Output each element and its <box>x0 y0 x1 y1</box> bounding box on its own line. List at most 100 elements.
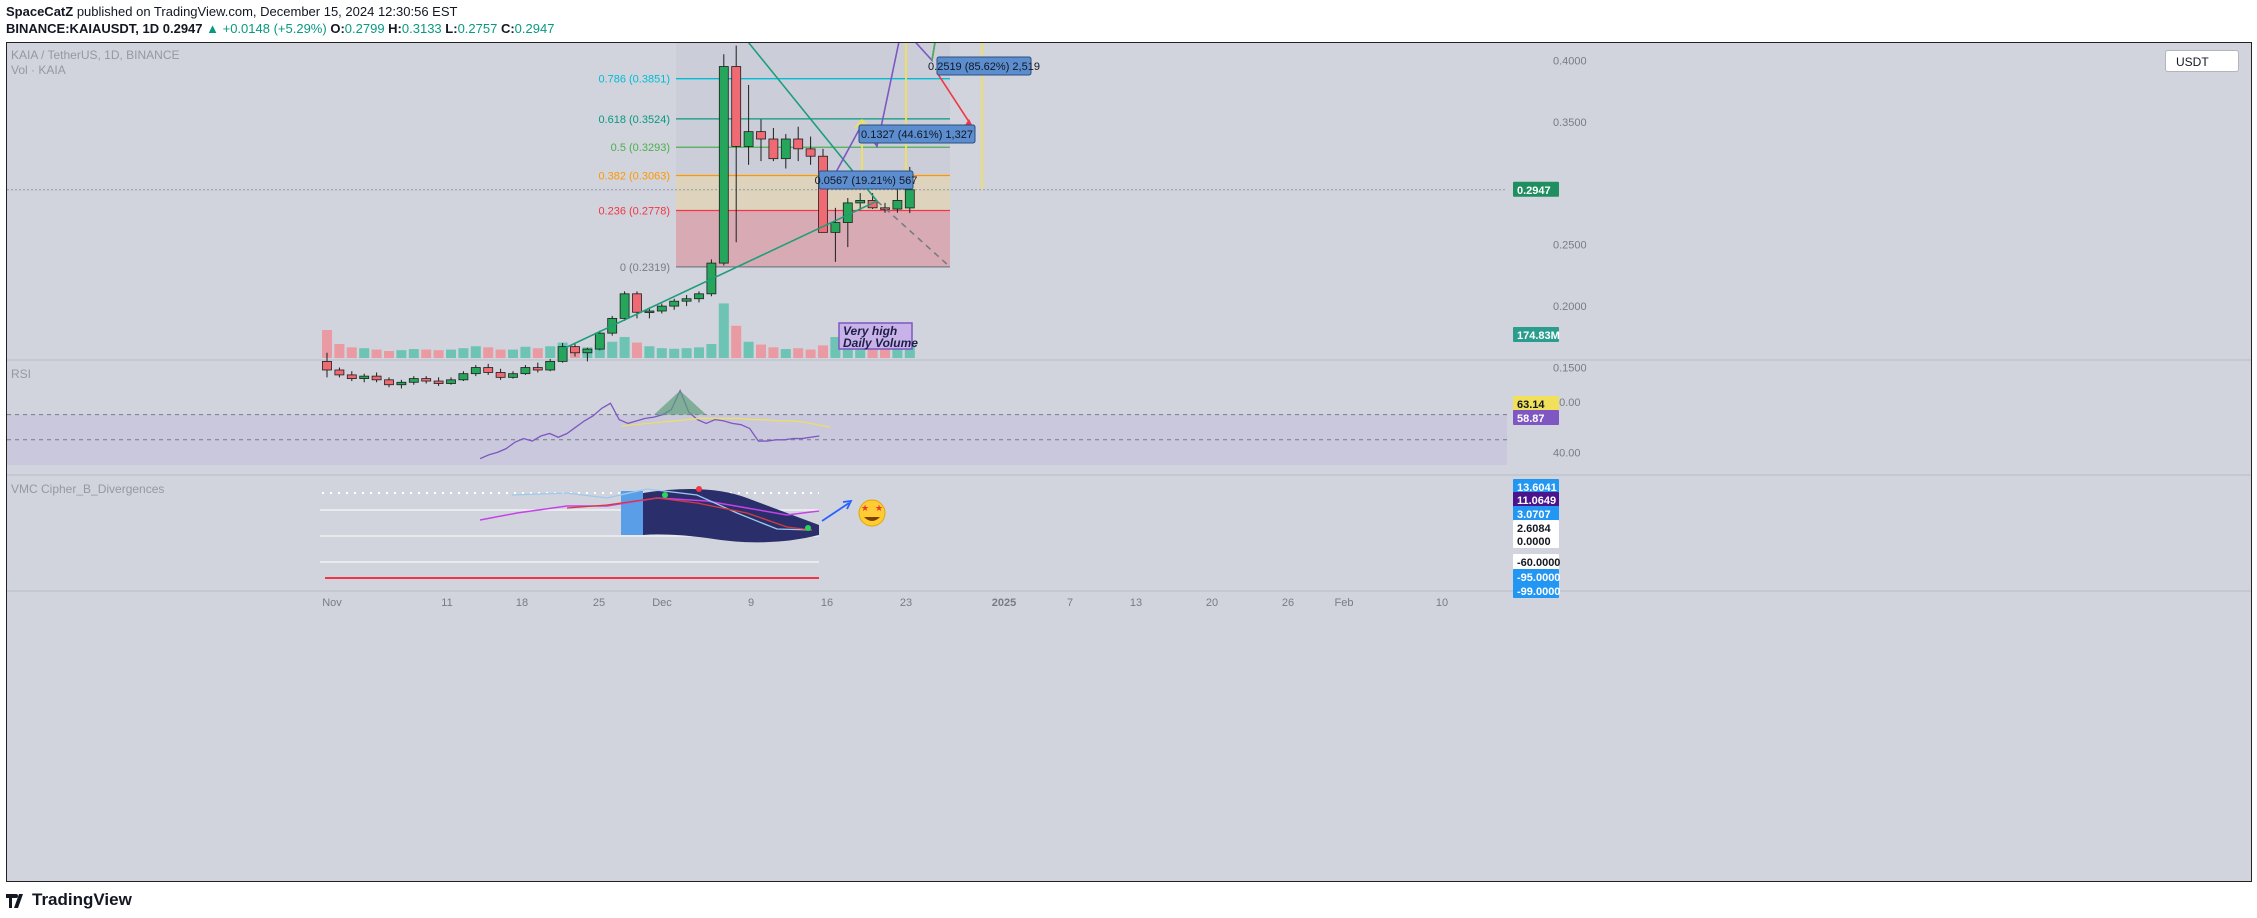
vmc-wave-line <box>511 488 813 531</box>
candle-body <box>346 374 357 379</box>
time-axis-label: 18 <box>516 597 528 609</box>
open-value: 0.2799 <box>344 21 385 36</box>
currency-button[interactable]: USDT <box>2165 50 2239 72</box>
rsi-overbought-fill <box>654 390 707 415</box>
ascending-trendline <box>562 200 878 350</box>
time-axis-label: 9 <box>748 597 754 609</box>
price-tag-bg <box>1513 181 1559 197</box>
time-axis-label: 16 <box>821 597 833 609</box>
emoji-star-right: ★ <box>875 503 883 513</box>
volume-bar <box>532 348 543 358</box>
volume-bar <box>495 349 506 358</box>
price-axis-label: 0.2500 <box>1553 240 1587 252</box>
candle-body <box>731 66 742 147</box>
rsi-axis-label: 80.00 <box>1553 397 1581 409</box>
rsi-label: RSI <box>11 367 32 381</box>
candle-body <box>780 138 791 160</box>
candle-body <box>495 372 506 378</box>
volume-bar <box>656 348 667 358</box>
chart-canvas[interactable]: 1.618 (0.5475)1 (0.4269)0.786 (0.3851)0.… <box>7 43 2251 881</box>
volume-bar <box>371 349 382 358</box>
volume-bar <box>805 349 816 358</box>
vmc-tag: 0.0000 <box>1517 536 1551 548</box>
candle-body <box>793 138 804 150</box>
volume-bar <box>644 346 655 358</box>
candle-body <box>805 148 816 157</box>
annotation-box <box>838 322 913 350</box>
annotation-text-line2: Daily Volume <box>843 336 918 350</box>
vmc-tag: 2.6084 <box>1517 523 1552 535</box>
tradingview-logo[interactable]: TradingView <box>6 890 132 910</box>
candle-body <box>718 66 729 264</box>
rsi-axis-label: 40.00 <box>1553 447 1581 459</box>
volume-bar <box>867 345 878 358</box>
candle-body <box>632 293 642 313</box>
rsi-ma-line <box>621 417 831 428</box>
candle-body <box>594 332 605 350</box>
last-price: 0.2947 <box>162 21 203 36</box>
tradingview-logo-icon <box>6 893 26 908</box>
volume-bar <box>446 349 456 358</box>
candle-body <box>830 222 841 233</box>
volume-bar <box>520 346 531 358</box>
candle-body <box>470 367 481 375</box>
candle-body <box>433 380 444 384</box>
high-label: H: <box>388 21 402 36</box>
vmc-tag: -60.0000 <box>1517 557 1560 569</box>
emoji-mouth <box>864 517 880 521</box>
vmc-tag-bg <box>1513 583 1559 598</box>
price-tag: 0.2947 <box>1517 185 1551 197</box>
volume-bar <box>359 348 370 358</box>
candle-body <box>532 367 543 371</box>
volume-bar <box>470 346 481 358</box>
publish-header: SpaceCatZ published on TradingView.com, … <box>6 4 457 19</box>
volume-bar <box>706 344 717 358</box>
publish-text: published on TradingView.com, December 1… <box>76 4 458 19</box>
vmc-up-arrowhead <box>842 499 853 510</box>
chart-frame[interactable]: 1.618 (0.5475)1 (0.4269)0.786 (0.3851)0.… <box>6 42 2252 882</box>
candle-body <box>446 379 456 384</box>
low-label: L: <box>445 21 458 36</box>
volume-bar <box>408 349 419 358</box>
candle-body <box>892 200 903 210</box>
vmc-tag-bg <box>1513 479 1559 494</box>
time-axis-label: 2025 <box>992 597 1016 609</box>
emoji-star-left: ★ <box>861 503 869 513</box>
volume-bar <box>632 342 642 358</box>
time-axis-label: 10 <box>1436 597 1448 609</box>
candle-body <box>867 200 878 209</box>
time-axis-label: Nov <box>322 597 342 609</box>
time-axis-label: 20 <box>1206 597 1218 609</box>
candle-body <box>681 298 692 302</box>
volume-bar <box>694 347 704 358</box>
low-value: 0.2757 <box>457 21 498 36</box>
vmc-buy-dot <box>662 492 668 498</box>
time-axis-label: Dec <box>652 597 672 609</box>
candle-body <box>694 293 704 300</box>
candle-body <box>557 346 568 362</box>
vmc-up-arrow <box>821 502 850 522</box>
star-eyes-emoji-icon <box>858 499 886 527</box>
volume-bar <box>718 303 729 358</box>
candle-body <box>669 300 680 307</box>
volume-bar <box>384 351 394 358</box>
volume-bar <box>731 325 742 358</box>
volume-bar <box>433 350 444 358</box>
author-name[interactable]: SpaceCatZ <box>6 4 74 19</box>
volume-bar <box>508 349 518 358</box>
volume-bar <box>322 330 332 358</box>
candle-body <box>904 189 915 209</box>
close-label: C: <box>500 21 515 36</box>
volume-bar <box>780 349 791 358</box>
candle-body <box>322 360 332 371</box>
target-label: 0.0567 (19.21%) 567 <box>815 175 918 187</box>
rsi-line <box>479 389 820 460</box>
candle-body <box>408 378 419 383</box>
fib-level-label: 0 (0.2319) <box>620 262 670 274</box>
volume-bar <box>421 349 432 358</box>
target-label-box <box>818 170 914 190</box>
price-change: ▲ +0.0148 (+5.29%) <box>206 21 327 36</box>
vmc-tag: -95.0000 <box>1517 572 1560 584</box>
volume-bar <box>818 345 828 358</box>
volume-bar <box>396 350 407 358</box>
